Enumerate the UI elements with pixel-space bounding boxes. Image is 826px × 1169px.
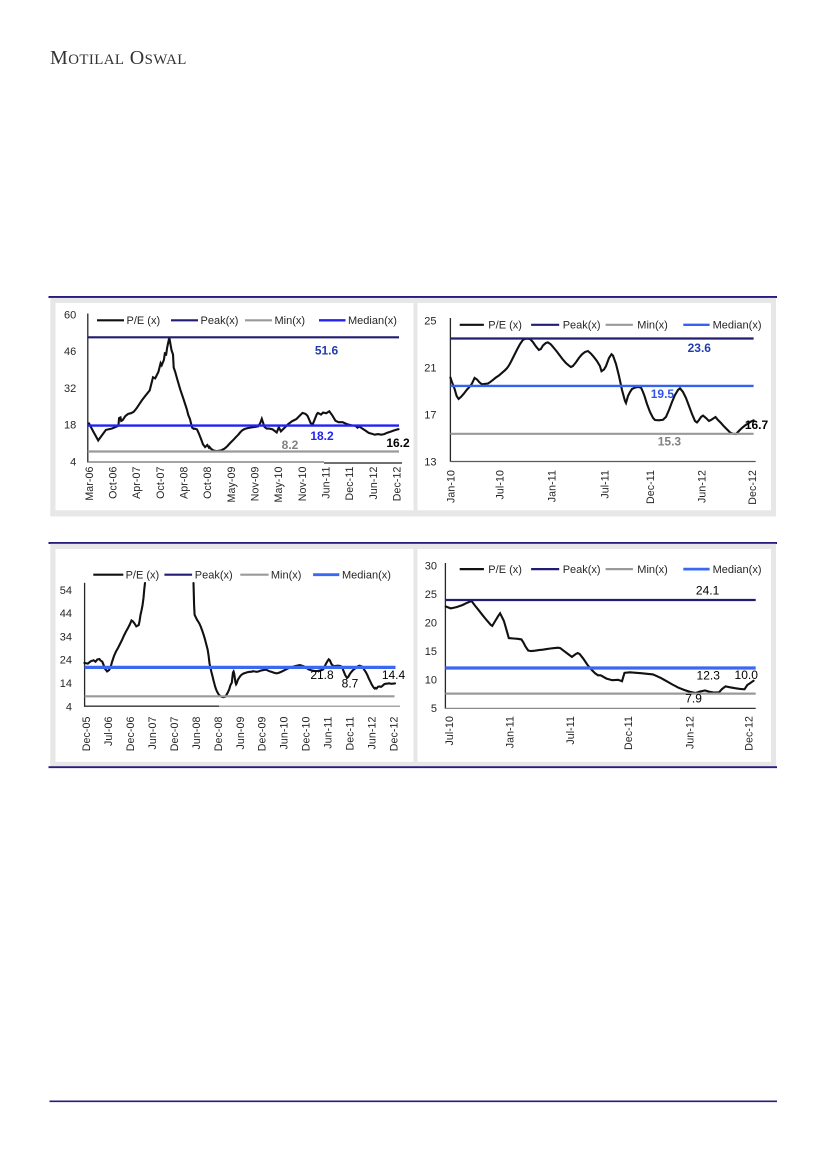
svg-text:Jun-09: Jun-09 xyxy=(235,717,247,750)
svg-text:Apr-07: Apr-07 xyxy=(131,467,143,499)
svg-text:Dec-11: Dec-11 xyxy=(645,470,657,504)
svg-text:13: 13 xyxy=(424,457,436,469)
svg-text:Jul-11: Jul-11 xyxy=(600,470,612,499)
svg-text:Dec-11: Dec-11 xyxy=(345,716,357,750)
svg-text:Jun-12: Jun-12 xyxy=(697,470,709,503)
svg-text:P/E (x): P/E (x) xyxy=(127,315,161,327)
svg-text:Oct-06: Oct-06 xyxy=(108,467,120,499)
svg-text:Dec-12: Dec-12 xyxy=(389,717,401,752)
svg-text:Min(x): Min(x) xyxy=(637,564,668,576)
svg-text:Dec-11: Dec-11 xyxy=(623,716,635,750)
svg-text:16.2: 16.2 xyxy=(386,436,410,450)
svg-text:Jan-11: Jan-11 xyxy=(505,716,517,748)
svg-text:25: 25 xyxy=(425,589,437,601)
svg-text:Median(x): Median(x) xyxy=(713,320,762,332)
svg-text:Jun-11: Jun-11 xyxy=(323,717,335,749)
svg-text:Dec-10: Dec-10 xyxy=(301,717,313,752)
svg-text:Min(x): Min(x) xyxy=(271,570,302,582)
svg-text:Jan-10: Jan-10 xyxy=(445,470,457,503)
svg-text:Jun-12: Jun-12 xyxy=(368,467,380,500)
svg-text:Jul-06: Jul-06 xyxy=(103,717,115,746)
svg-text:Peak(x): Peak(x) xyxy=(195,570,233,582)
svg-text:Dec-12: Dec-12 xyxy=(744,716,756,751)
svg-text:Dec-07: Dec-07 xyxy=(169,717,181,752)
svg-text:14: 14 xyxy=(60,678,72,690)
svg-text:Oct-08: Oct-08 xyxy=(202,467,214,499)
svg-text:4: 4 xyxy=(66,701,72,713)
svg-text:Dec-12: Dec-12 xyxy=(747,470,759,505)
svg-text:24: 24 xyxy=(60,655,72,667)
svg-text:Nov-10: Nov-10 xyxy=(297,467,309,502)
svg-text:P/E (x): P/E (x) xyxy=(488,320,522,332)
svg-text:Jul-11: Jul-11 xyxy=(565,716,577,745)
svg-text:23.6: 23.6 xyxy=(688,341,712,355)
svg-text:44: 44 xyxy=(60,608,72,620)
svg-text:14.4: 14.4 xyxy=(382,668,406,682)
svg-text:Min(x): Min(x) xyxy=(275,315,306,327)
svg-text:15: 15 xyxy=(425,646,437,658)
svg-text:19.5: 19.5 xyxy=(651,387,675,401)
svg-text:Jan-11: Jan-11 xyxy=(546,470,558,502)
svg-text:54: 54 xyxy=(60,585,72,597)
svg-text:Median(x): Median(x) xyxy=(342,570,391,582)
svg-text:Apr-08: Apr-08 xyxy=(179,467,191,499)
svg-text:8.2: 8.2 xyxy=(282,438,299,452)
svg-text:Jun-11: Jun-11 xyxy=(321,467,333,499)
svg-text:Peak(x): Peak(x) xyxy=(563,564,601,576)
svg-text:21: 21 xyxy=(424,363,436,375)
svg-text:51.6: 51.6 xyxy=(315,344,339,358)
svg-text:7.9: 7.9 xyxy=(685,692,702,706)
svg-text:Jun-12: Jun-12 xyxy=(684,716,696,749)
svg-text:P/E (x): P/E (x) xyxy=(126,570,160,582)
svg-text:4: 4 xyxy=(70,456,76,468)
svg-text:12.3: 12.3 xyxy=(697,668,721,682)
svg-text:Min(x): Min(x) xyxy=(637,320,668,332)
svg-text:5: 5 xyxy=(431,703,437,715)
svg-text:Dec-09: Dec-09 xyxy=(257,717,269,752)
svg-text:Jul-10: Jul-10 xyxy=(444,716,456,745)
svg-text:Mar-06: Mar-06 xyxy=(84,466,96,500)
svg-text:21.8: 21.8 xyxy=(310,668,334,682)
svg-text:Nov-09: Nov-09 xyxy=(250,467,262,502)
svg-text:18: 18 xyxy=(64,420,76,432)
svg-text:Median(x): Median(x) xyxy=(713,564,762,576)
svg-text:10.0: 10.0 xyxy=(735,668,759,682)
svg-text:Dec-05: Dec-05 xyxy=(81,717,93,752)
svg-text:Jun-12: Jun-12 xyxy=(367,717,379,750)
svg-text:Dec-12: Dec-12 xyxy=(392,467,404,502)
svg-text:32: 32 xyxy=(64,383,76,395)
svg-text:Peak(x): Peak(x) xyxy=(201,315,239,327)
svg-text:8.7: 8.7 xyxy=(342,677,359,691)
svg-text:May-10: May-10 xyxy=(273,467,285,503)
svg-text:18.2: 18.2 xyxy=(310,429,334,443)
svg-text:30: 30 xyxy=(425,561,437,573)
svg-text:Oct-07: Oct-07 xyxy=(155,467,167,499)
svg-text:16.7: 16.7 xyxy=(745,418,769,432)
svg-text:Dec-11: Dec-11 xyxy=(344,466,356,500)
svg-text:Dec-08: Dec-08 xyxy=(213,717,225,752)
svg-text:25: 25 xyxy=(424,316,436,328)
svg-text:34: 34 xyxy=(60,631,72,643)
svg-text:46: 46 xyxy=(64,346,76,358)
svg-text:15.3: 15.3 xyxy=(658,434,682,448)
svg-text:24.1: 24.1 xyxy=(696,583,720,597)
svg-text:May-09: May-09 xyxy=(226,467,238,503)
svg-text:Jun-07: Jun-07 xyxy=(147,717,159,750)
svg-text:10: 10 xyxy=(425,675,437,687)
svg-text:Dec-06: Dec-06 xyxy=(125,717,137,752)
svg-text:Jun-10: Jun-10 xyxy=(279,717,291,750)
svg-text:Peak(x): Peak(x) xyxy=(563,320,601,332)
svg-text:Median(x): Median(x) xyxy=(348,315,397,327)
svg-text:60: 60 xyxy=(64,310,76,322)
svg-text:P/E (x): P/E (x) xyxy=(488,564,522,576)
svg-text:Jun-08: Jun-08 xyxy=(191,717,203,750)
svg-text:20: 20 xyxy=(425,618,437,630)
svg-text:17: 17 xyxy=(424,410,436,422)
svg-text:Jul-10: Jul-10 xyxy=(495,470,507,499)
